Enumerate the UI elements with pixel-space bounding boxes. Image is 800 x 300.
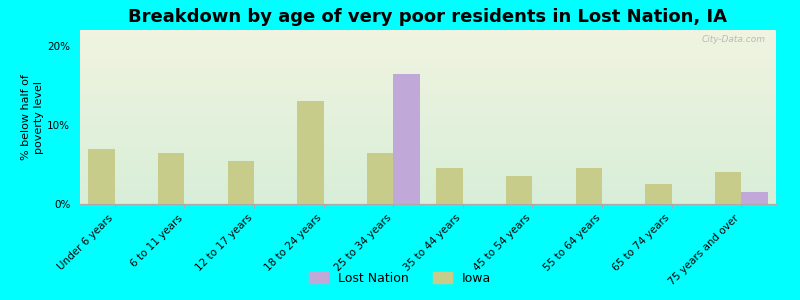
Bar (297, 101, 323, 204)
Bar (158, 153, 185, 204)
Bar (394, 74, 420, 204)
Bar (742, 192, 768, 204)
Bar (88, 148, 115, 204)
Bar (714, 172, 742, 204)
Bar (575, 168, 602, 204)
Title: Breakdown by age of very poor residents in Lost Nation, IA: Breakdown by age of very poor residents … (129, 8, 727, 26)
Bar (227, 160, 254, 204)
Bar (506, 176, 533, 204)
Legend: Lost Nation, Iowa: Lost Nation, Iowa (302, 265, 498, 291)
Text: City-Data.com: City-Data.com (702, 35, 766, 44)
Bar (436, 168, 462, 204)
Bar (366, 153, 394, 204)
Y-axis label: % below half of
poverty level: % below half of poverty level (22, 74, 45, 160)
Bar (645, 184, 672, 204)
